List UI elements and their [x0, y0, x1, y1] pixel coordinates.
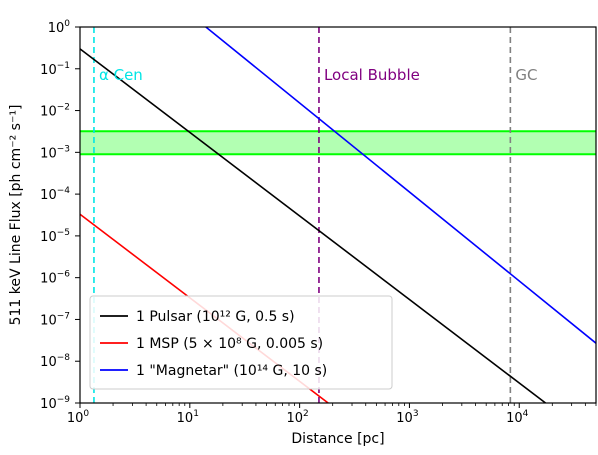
y-tick-label-8: 10−8: [40, 353, 70, 370]
y-tick-label-0: 100: [48, 19, 71, 36]
series-line-0: [80, 48, 547, 403]
x-tick-label-3: 103: [396, 409, 418, 426]
plot-frame: [79, 26, 597, 404]
y-tick-label-3: 10−3: [40, 144, 70, 161]
y-tick-label-9: 10−9: [40, 395, 70, 412]
legend: 1 Pulsar (10¹² G, 0.5 s) 1 MSP (5 × 10⁸ G…: [89, 295, 393, 390]
legend-box: [89, 295, 393, 390]
flux-band: [80, 131, 596, 155]
x-tick-label-4: 104: [506, 409, 529, 426]
legend-label-1: 1 MSP (5 × 10⁸ G, 0.005 s): [136, 336, 323, 352]
series-line-2: [205, 27, 596, 344]
y-tick-label-5: 10−5: [40, 228, 70, 245]
y-tick-label-7: 10−7: [40, 311, 70, 328]
vline-label-0: α Cen: [99, 66, 143, 84]
vline-label-2: GC: [515, 66, 537, 84]
vline-label-1: Local Bubble: [324, 66, 420, 84]
legend-label-2: 1 "Magnetar" (10¹⁴ G, 10 s): [136, 363, 327, 379]
axis-ticks: [75, 26, 597, 408]
y-tick-label-6: 10−6: [40, 270, 70, 287]
x-tick-label-0: 100: [67, 409, 90, 426]
y-axis-label: 511 keV Line Flux [ph cm⁻² s⁻¹]: [8, 105, 24, 326]
y-tick-label-1: 10−1: [40, 61, 70, 78]
vertical-line-labels: α Cen Local Bubble GC: [99, 66, 538, 84]
x-tick-label-2: 102: [286, 409, 308, 426]
y-tick-label-2: 10−2: [40, 103, 70, 120]
x-axis-label: Distance [pc]: [291, 431, 384, 447]
y-tick-label-4: 10−4: [40, 186, 70, 203]
legend-label-0: 1 Pulsar (10¹² G, 0.5 s): [136, 309, 295, 325]
x-tick-label-1: 101: [177, 409, 199, 426]
